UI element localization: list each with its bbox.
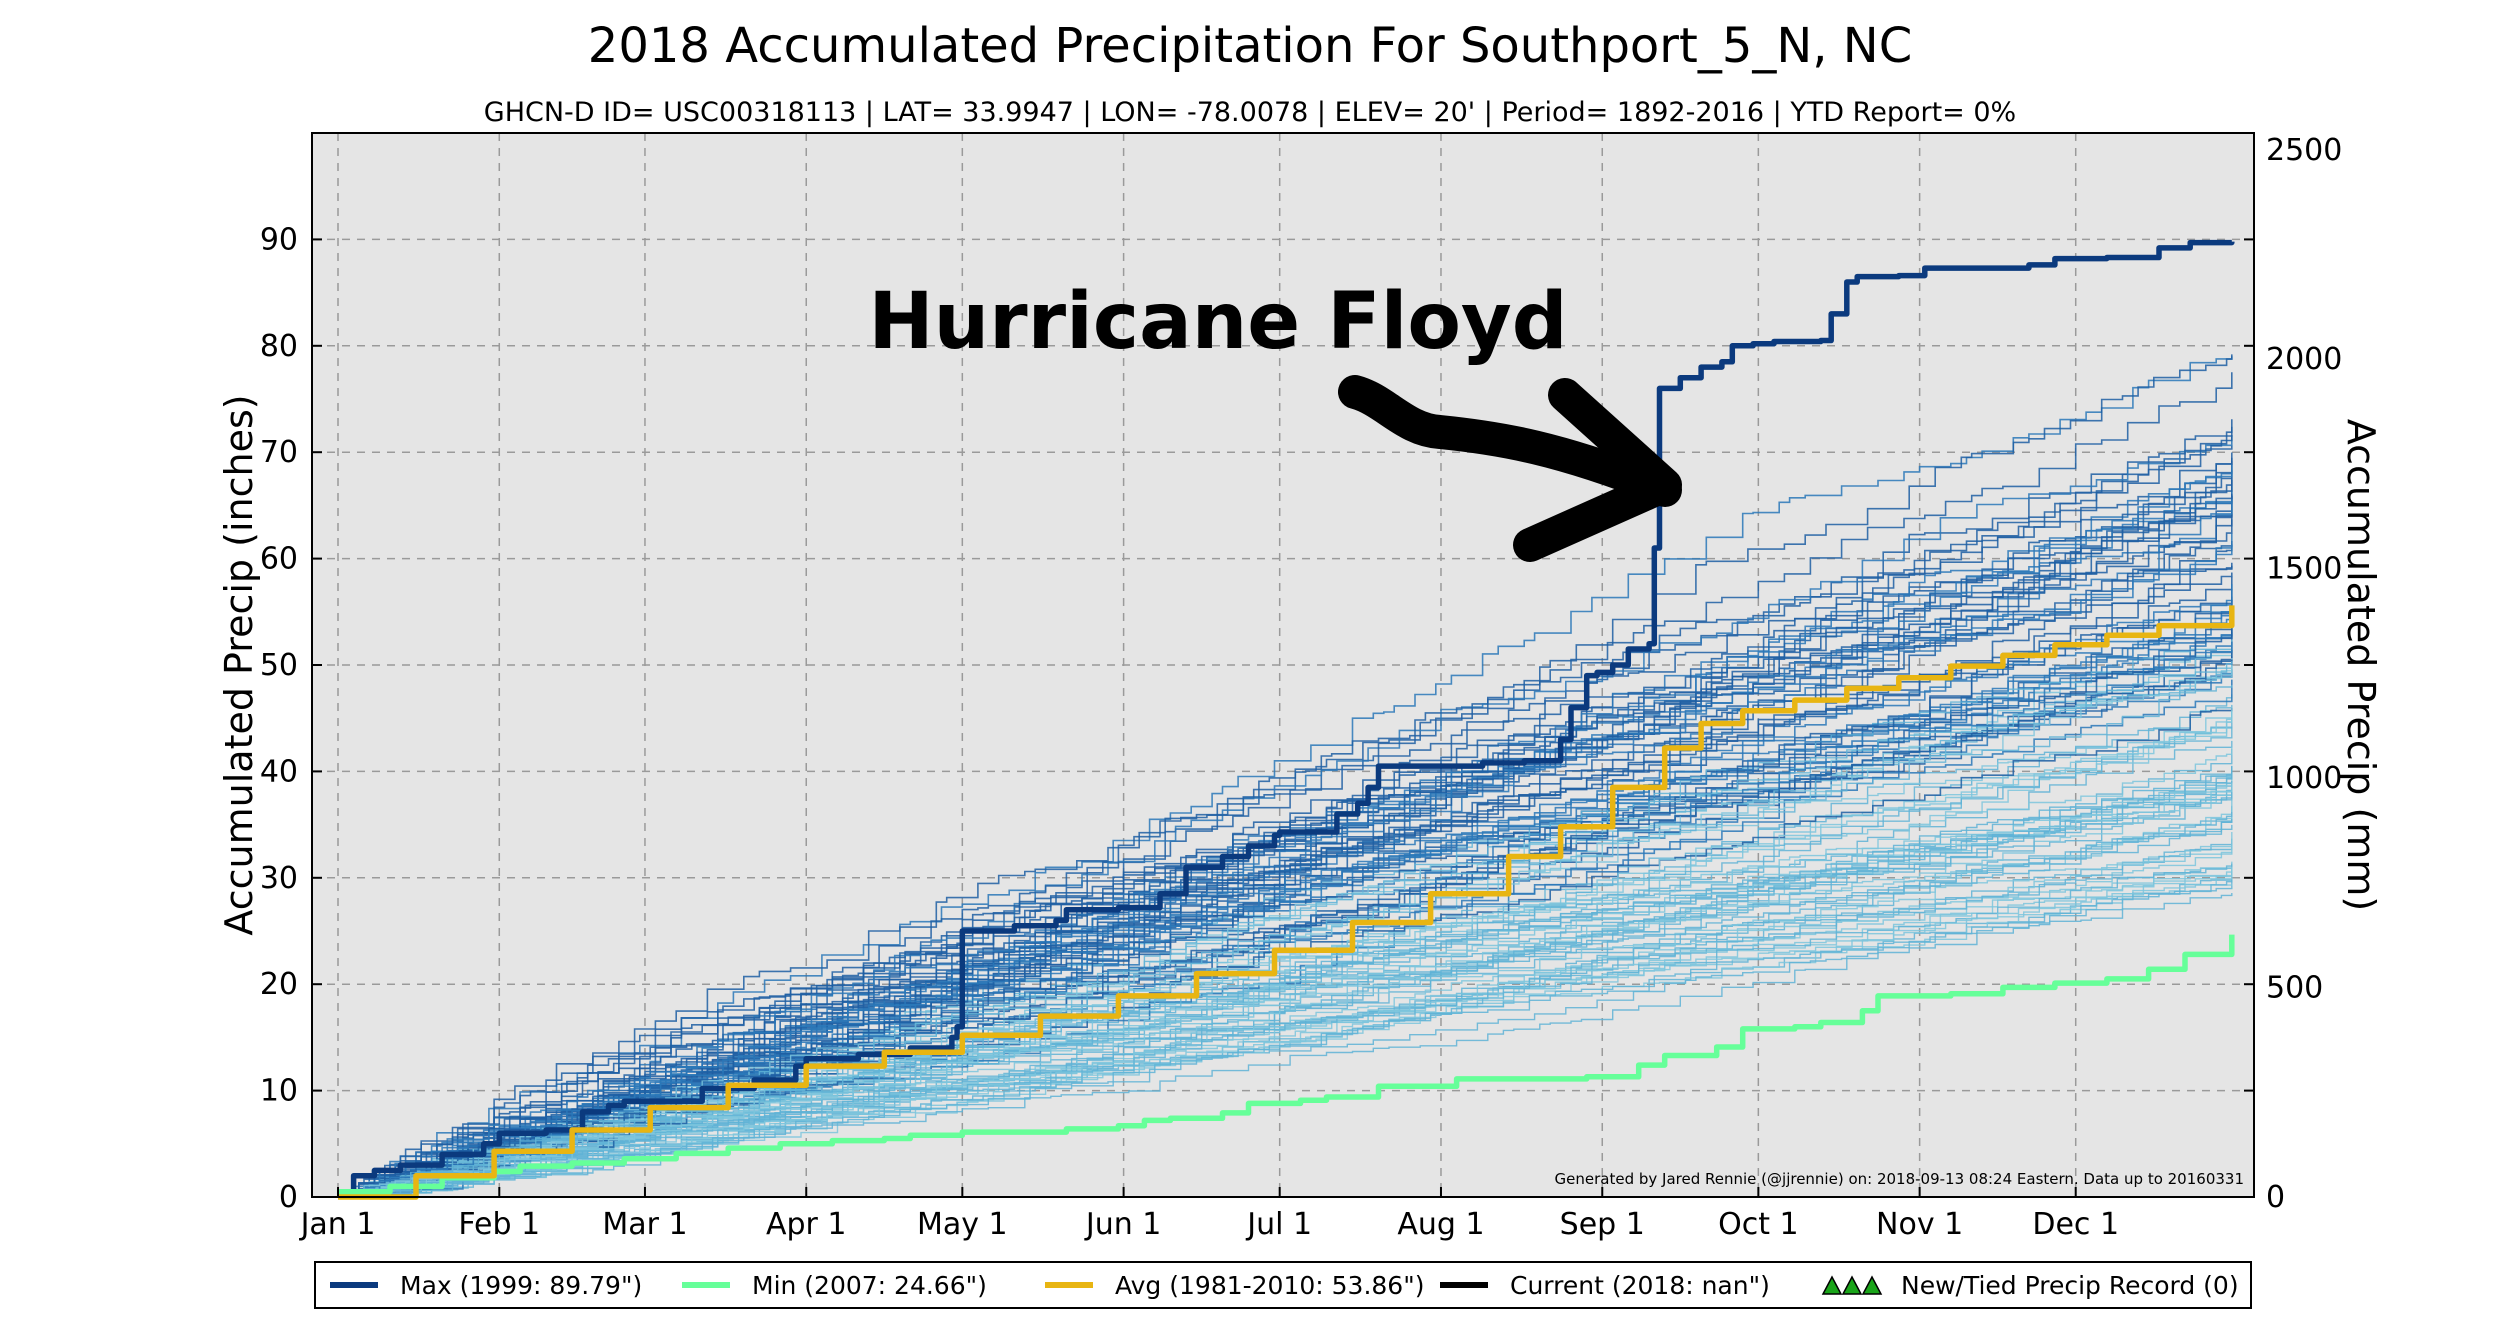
y-axis-label-right: Accumulated Precip (mm) [2339, 419, 2383, 911]
year-trace [338, 873, 2233, 1198]
legend-box [314, 1261, 2252, 1309]
year-trace [338, 658, 2233, 1198]
x-tick-label: Jun 1 [1084, 1207, 1162, 1242]
year-trace [338, 435, 2233, 1198]
y-tick-label-right: 1500 [2266, 552, 2342, 587]
legend-label: Current (2018: nan") [1510, 1271, 1770, 1300]
x-tick-label: Dec 1 [2032, 1207, 2119, 1242]
year-trace [338, 493, 2233, 1198]
y-tick-label-right: 0 [2266, 1180, 2285, 1215]
y-axis-left: 0 10 20 30 40 50 60 70 80 90 [260, 222, 2254, 1215]
plot-area [312, 133, 2254, 1197]
legend-marker [1821, 1275, 1843, 1295]
year-trace [338, 354, 2233, 1198]
hurricane-floyd-annotation: Hurricane Floyd [868, 277, 1567, 367]
year-trace [338, 513, 2233, 1198]
y-tick-label: 80 [260, 329, 298, 364]
x-tick-label: Aug 1 [1397, 1207, 1484, 1242]
series-line [338, 605, 2235, 1200]
legend-label: Max (1999: 89.79") [400, 1271, 642, 1300]
series-line [338, 239, 2235, 1195]
x-tick-label: Sep 1 [1560, 1207, 1645, 1242]
y-tick-label-right: 500 [2266, 971, 2323, 1006]
year-trace [338, 464, 2233, 1198]
x-tick-label: Mar 1 [602, 1207, 687, 1242]
historical-year-traces [338, 354, 2233, 1198]
legend-label: Min (2007: 24.66") [752, 1271, 987, 1300]
legend: Max (1999: 89.79") Min (2007: 24.66") Avg … [330, 1271, 2239, 1300]
y-tick-label: 20 [260, 967, 298, 1002]
legend-marker [1841, 1275, 1863, 1295]
legend-marker [1861, 1275, 1883, 1295]
year-trace [338, 818, 2233, 1198]
year-trace [338, 641, 2233, 1198]
x-tick-label: Jan 1 [299, 1207, 376, 1242]
chart-title: 2018 Accumulated Precipitation For South… [588, 18, 1912, 74]
annotation-arrow [1338, 375, 1682, 562]
y-tick-label: 30 [260, 861, 298, 896]
year-trace [338, 435, 2233, 1198]
y-axis-right: 0 500 1000 1500 2000 2500 [2266, 133, 2342, 1215]
x-tick-label: Nov 1 [1876, 1207, 1963, 1242]
x-tick-label: Feb 1 [458, 1207, 540, 1242]
legend-label: New/Tied Precip Record (0) [1901, 1271, 2239, 1300]
y-axis-label-left: Accumulated Precip (inches) [217, 394, 261, 935]
y-tick-label-right: 2000 [2266, 342, 2342, 377]
year-trace [338, 747, 2233, 1198]
series-lines [338, 239, 2235, 1200]
y-tick-label: 10 [260, 1074, 298, 1109]
x-tick-label: Oct 1 [1718, 1207, 1799, 1242]
year-trace [338, 463, 2233, 1198]
y-tick-label: 0 [279, 1180, 298, 1215]
year-trace [338, 864, 2233, 1198]
series-line [338, 934, 2235, 1195]
y-tick-label: 90 [260, 222, 298, 257]
x-axis: Jan 1 Feb 1 Mar 1 Apr 1 May 1 Jun 1 Jul 1 Aug 1… [299, 1187, 2119, 1242]
x-tick-label: May 1 [917, 1207, 1008, 1242]
y-tick-label: 60 [260, 542, 298, 577]
y-tick-label: 70 [260, 435, 298, 470]
legend-label: Avg (1981-2010: 53.86") [1115, 1271, 1424, 1300]
y-tick-label: 50 [260, 648, 298, 683]
y-tick-label-right: 2500 [2266, 133, 2342, 168]
credit-text: Generated by Jared Rennie (@jjrennie) on… [1555, 1170, 2244, 1188]
year-trace [338, 611, 2233, 1198]
chart-subtitle: GHCN-D ID= USC00318113 | LAT= 33.9947 | … [484, 97, 2016, 128]
year-trace [338, 871, 2233, 1198]
year-trace [338, 419, 2233, 1198]
year-trace [338, 372, 2233, 1198]
x-tick-label: Apr 1 [766, 1207, 847, 1242]
year-trace [338, 470, 2233, 1198]
x-tick-label: Jul 1 [1245, 1207, 1312, 1242]
y-tick-label: 40 [260, 754, 298, 789]
year-trace [338, 772, 2233, 1198]
y-tick-label-right: 1000 [2266, 761, 2342, 796]
